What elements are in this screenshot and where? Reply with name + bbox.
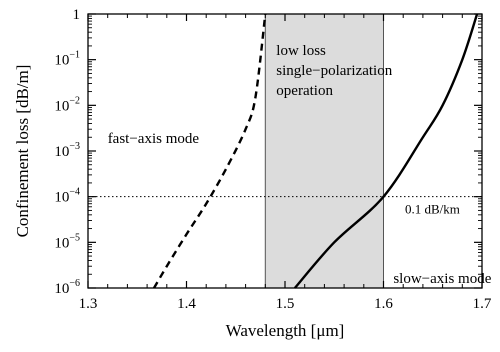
x-axis-title: Wavelength [μm] [226,321,345,340]
series-layer [152,13,479,289]
series-line-slow-axis [293,13,479,289]
x-tick-label: 1.5 [276,296,295,312]
x-axis: 1.3 1.4 1.5 1.6 1.7 [79,14,492,312]
series-line-fast-axis [152,13,267,289]
x-tick-label: 1.6 [374,296,393,312]
series-annotation-slow-axis: slow−axis mode [393,271,491,287]
shaded-region [264,13,384,289]
x-tick-label: 1.7 [473,296,492,312]
annotations: fast−axis mode slow−axis mode [108,131,492,287]
y-tick-label: 10−4 [54,187,80,206]
x-tick-label: 1.3 [79,296,98,312]
shaded-region-label-line: single−polarization [276,63,392,79]
shaded-region-label-line: operation [276,83,333,99]
y-tick-label: 10−5 [54,232,80,251]
y-axis: 1 10−1 10−2 10−3 10−4 10−5 10−6 [54,7,482,297]
series-annotation-fast-axis: fast−axis mode [108,131,200,147]
y-tick-label: 1 [73,7,81,23]
shaded-region-label: low loss single−polarization operation [276,43,392,99]
y-axis-title: Confinement loss [dB/m] [13,65,32,238]
y-tick-label: 10−2 [54,95,80,114]
y-tick-label: 10−6 [54,278,80,297]
reference-line-label: 0.1 dB/km [405,202,460,217]
x-tick-label: 1.4 [177,296,196,312]
y-tick-label: 10−1 [54,50,80,69]
shaded-region-label-line: low loss [276,43,326,59]
y-tick-label: 10−3 [54,141,80,160]
